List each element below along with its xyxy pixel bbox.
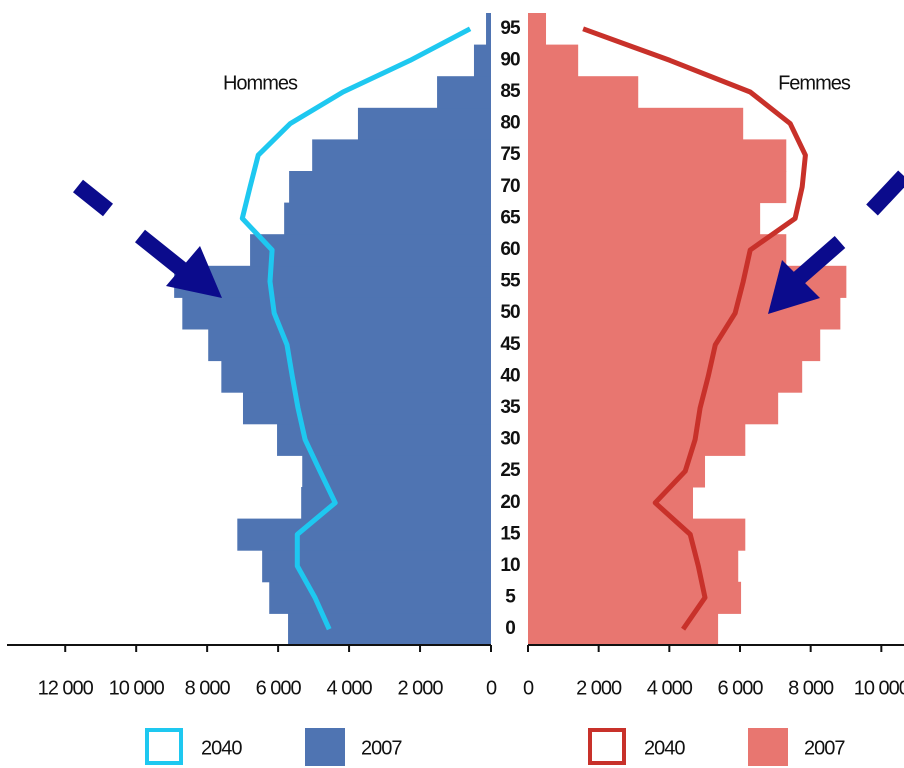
bar bbox=[528, 13, 547, 46]
legend-label: 2040 bbox=[201, 737, 242, 759]
bar bbox=[486, 13, 491, 46]
legend-swatch bbox=[305, 728, 345, 766]
bar bbox=[528, 107, 744, 140]
bar bbox=[284, 202, 491, 235]
bar bbox=[269, 581, 491, 614]
bar bbox=[528, 518, 746, 551]
arrow-head bbox=[166, 246, 222, 298]
group-label: Femmes bbox=[778, 72, 851, 94]
age-label: 30 bbox=[500, 429, 520, 450]
age-label: 90 bbox=[500, 49, 520, 70]
bar bbox=[473, 44, 491, 77]
x-tick-label: 6 000 bbox=[256, 677, 302, 699]
age-label: 5 bbox=[505, 587, 516, 608]
age-label: 50 bbox=[500, 302, 520, 323]
legend-label: 2007 bbox=[804, 737, 845, 759]
bar bbox=[312, 139, 491, 172]
line bbox=[239, 26, 472, 631]
bar bbox=[528, 360, 803, 393]
x-tick-label: 10 000 bbox=[854, 677, 904, 699]
bar bbox=[528, 613, 719, 646]
bar bbox=[528, 139, 787, 172]
legend-swatch bbox=[748, 728, 788, 766]
age-label: 25 bbox=[500, 460, 521, 481]
age-label: 70 bbox=[500, 176, 520, 197]
legend-swatch bbox=[145, 728, 183, 765]
bar bbox=[528, 550, 739, 583]
age-label: 15 bbox=[500, 523, 521, 544]
age-label: 60 bbox=[500, 239, 520, 260]
bar bbox=[357, 107, 491, 140]
bar bbox=[528, 423, 746, 456]
age-label: 10 bbox=[500, 555, 520, 576]
bar bbox=[221, 360, 491, 393]
age-label: 80 bbox=[500, 113, 520, 134]
age-label: 40 bbox=[500, 365, 520, 386]
x-tick-label: 8 000 bbox=[788, 677, 834, 699]
age-label: 45 bbox=[500, 334, 521, 355]
age-label: 0 bbox=[505, 618, 515, 639]
bar bbox=[528, 76, 639, 109]
bar bbox=[437, 76, 491, 109]
bar bbox=[528, 171, 787, 204]
bar bbox=[528, 202, 761, 235]
age-label: 75 bbox=[500, 144, 521, 165]
bar bbox=[528, 44, 579, 77]
legend-label: 2040 bbox=[644, 737, 685, 759]
arrow-head bbox=[768, 260, 820, 314]
age-label: 95 bbox=[500, 18, 521, 39]
age-label: 20 bbox=[500, 492, 520, 513]
bar bbox=[528, 455, 706, 488]
age-label: 55 bbox=[500, 271, 521, 292]
arrows bbox=[73, 170, 904, 314]
x-tick-label: 0 bbox=[486, 677, 497, 699]
legend-swatch bbox=[588, 728, 626, 765]
age-label: 35 bbox=[500, 397, 521, 418]
arrow-shaft bbox=[786, 235, 846, 291]
bar bbox=[528, 581, 742, 614]
x-tick-label: 2 000 bbox=[576, 677, 622, 699]
x-tick-label: 6 000 bbox=[717, 677, 763, 699]
age-label: 65 bbox=[500, 207, 521, 228]
bar bbox=[528, 392, 779, 425]
x-tick-label: 4 000 bbox=[647, 677, 693, 699]
bar bbox=[237, 518, 491, 551]
x-tick-label: 4 000 bbox=[327, 677, 373, 699]
bar bbox=[250, 234, 491, 267]
age-label: 85 bbox=[500, 81, 521, 102]
bar bbox=[182, 297, 492, 330]
bar bbox=[208, 329, 491, 362]
bar bbox=[174, 265, 491, 298]
bar bbox=[528, 329, 821, 362]
arrow-dash bbox=[73, 179, 113, 217]
arrow-dash bbox=[866, 170, 904, 216]
bar bbox=[528, 234, 787, 267]
bar bbox=[288, 613, 491, 646]
group-label: Hommes bbox=[223, 72, 298, 94]
line bbox=[582, 26, 808, 631]
x-tick-label: 10 000 bbox=[109, 677, 165, 699]
x-tick-label: 12 000 bbox=[38, 677, 94, 699]
x-tick-label: 0 bbox=[523, 677, 534, 699]
x-tick-label: 8 000 bbox=[185, 677, 231, 699]
legend-label: 2007 bbox=[361, 737, 402, 759]
bar bbox=[289, 171, 491, 204]
bar bbox=[302, 455, 491, 488]
x-tick-label: 2 000 bbox=[398, 677, 444, 699]
bar bbox=[242, 392, 491, 425]
